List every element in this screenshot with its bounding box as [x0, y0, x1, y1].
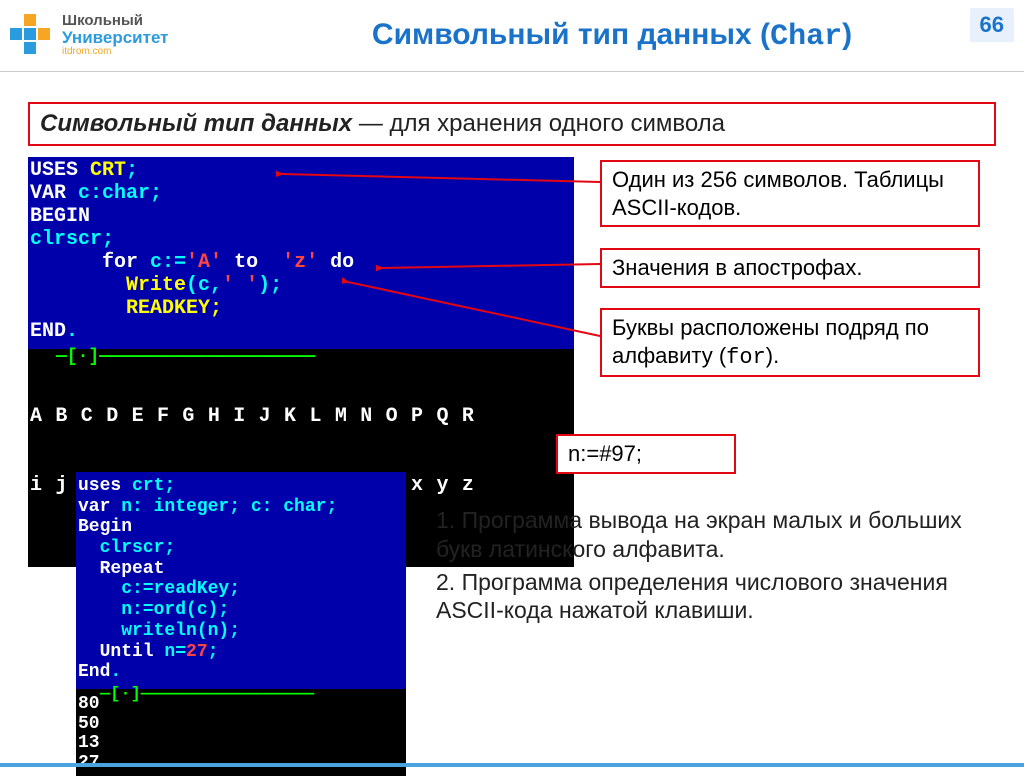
logo-text-1: Школьный: [62, 13, 169, 29]
header: Школьный Университет itdrom.com Символьн…: [0, 0, 1024, 72]
info-box-4: n:=#97;: [556, 434, 736, 474]
page-number: 66: [970, 8, 1014, 42]
logo-icon: [10, 14, 54, 58]
logo-text-2: Университет: [62, 29, 169, 47]
task-2: 2. Программа определения числового значе…: [436, 568, 996, 626]
intro-box: Символьный тип данных — для хранения одн…: [28, 102, 996, 146]
info-box-3: Буквы расположены подряд по алфавиту (fo…: [600, 308, 980, 377]
logo-text-3: itdrom.com: [62, 47, 169, 58]
tasks: 1. Программа вывода на экран малых и бол…: [436, 506, 996, 629]
info-box-2: Значения в апострофах.: [600, 248, 980, 288]
logo: Школьный Университет itdrom.com: [0, 13, 200, 57]
content: Символьный тип данных — для хранения одн…: [0, 72, 1024, 763]
task-1: 1. Программа вывода на экран малых и бол…: [436, 506, 996, 564]
code-block-2: uses crt; var n: integer; c: char; Begin…: [76, 472, 406, 776]
footer-bar: [0, 763, 1024, 767]
page-title: Символьный тип данных (Char): [200, 18, 1024, 54]
info-box-1: Один из 256 символов. Таблицы ASCII-кодо…: [600, 160, 980, 227]
